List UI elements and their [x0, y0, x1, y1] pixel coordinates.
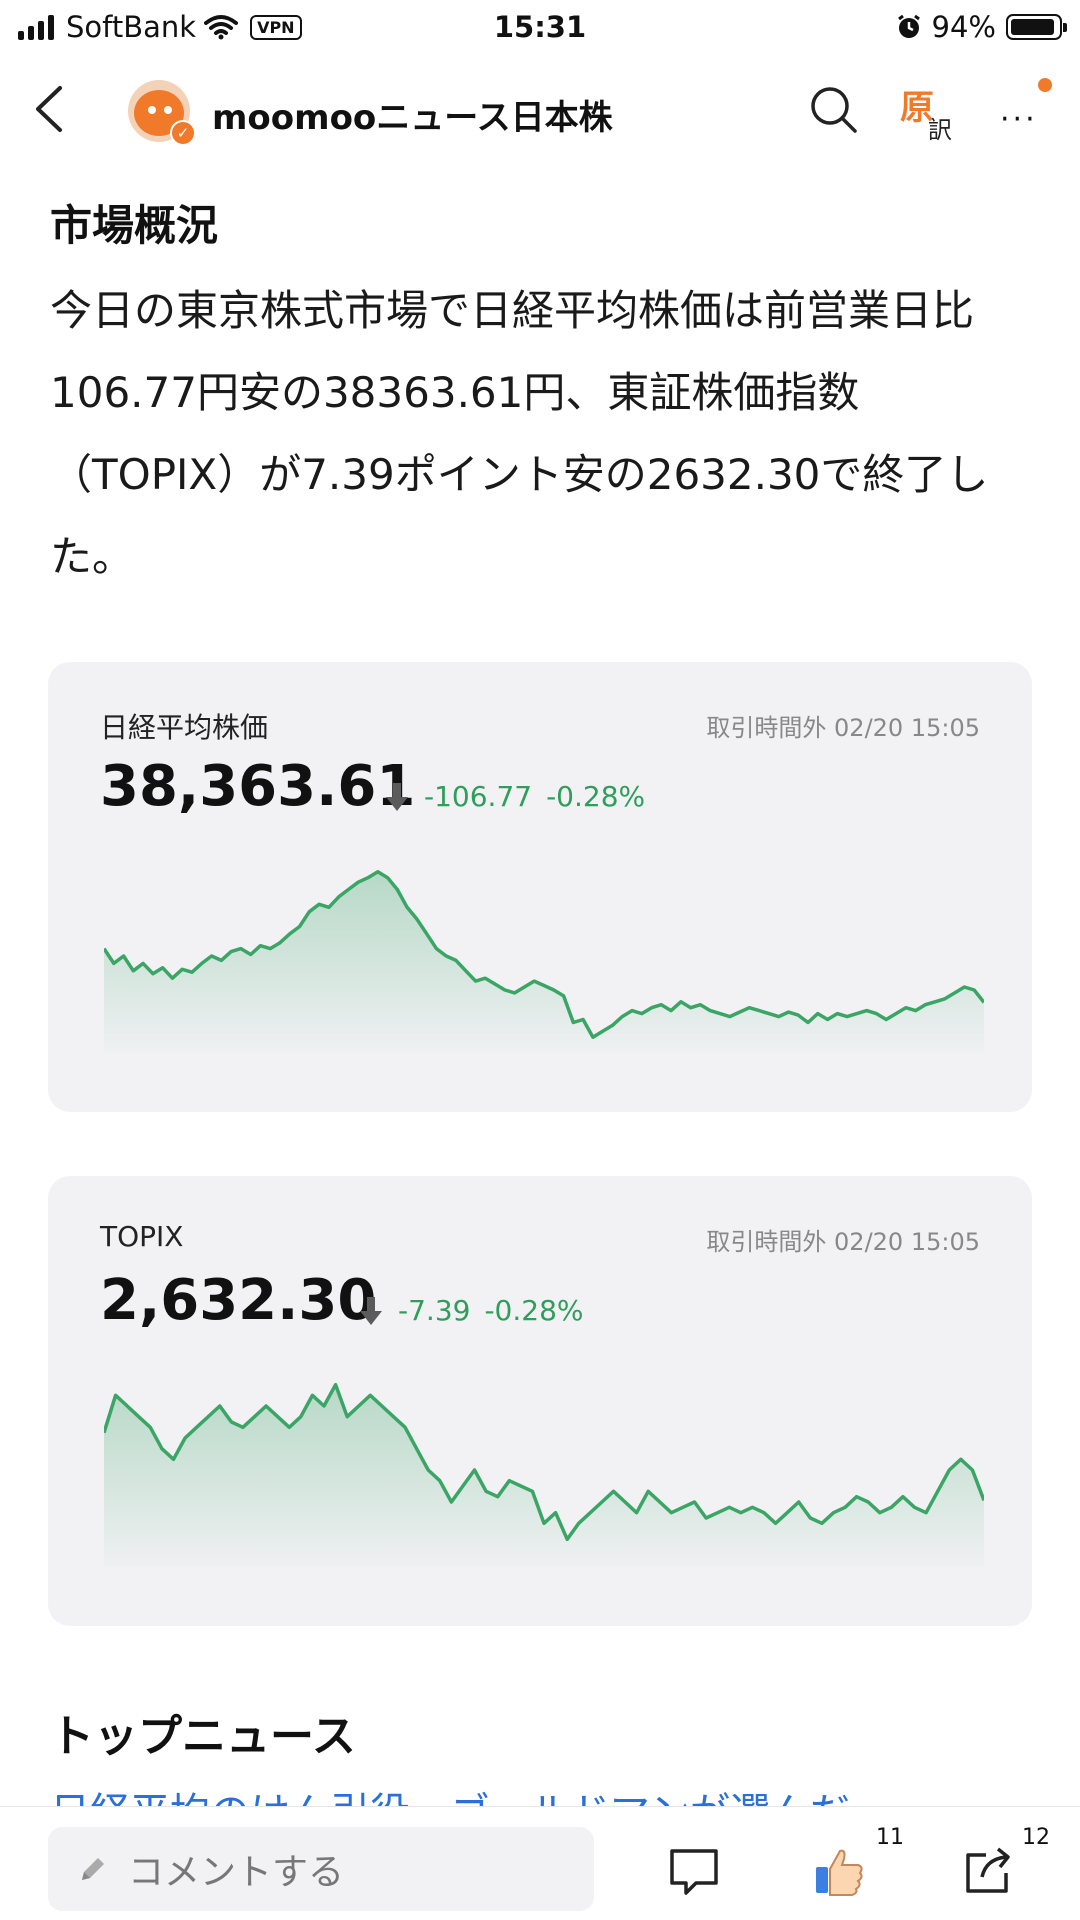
- index-card-topix[interactable]: TOPIX 取引時間外 02/20 15:05 2,632.30 -7.39 -…: [48, 1176, 1032, 1626]
- battery-fill: [1011, 19, 1055, 35]
- translate-original-label: 原: [900, 88, 934, 128]
- channel-avatar[interactable]: ✓: [128, 80, 196, 146]
- comment-input[interactable]: コメントする: [48, 1827, 594, 1911]
- chart-line: [104, 1382, 984, 1542]
- down-arrow-icon: [360, 1296, 382, 1325]
- index-name: TOPIX: [100, 1220, 184, 1253]
- battery-percent: 94%: [931, 10, 996, 44]
- index-name: 日経平均株価: [100, 711, 269, 744]
- index-card-nikkei[interactable]: 日経平均株価 取引時間外 02/20 15:05 38,363.61 -106.…: [48, 662, 1032, 1112]
- topix-intraday-chart: [104, 1382, 984, 1566]
- chart-line: [104, 870, 984, 1039]
- change-value: -7.39: [398, 1294, 471, 1327]
- channel-name[interactable]: moomooニュース日本株: [212, 98, 613, 138]
- verified-badge-icon: ✓: [170, 120, 196, 146]
- change-value: -106.77: [424, 780, 533, 813]
- like-count: 11: [876, 1825, 904, 1850]
- chart-area: [104, 871, 984, 1052]
- translate-button[interactable]: 原 訳: [900, 80, 960, 144]
- search-icon[interactable]: [808, 84, 860, 136]
- signal-icon: [18, 14, 54, 40]
- carrier-label: SoftBank: [66, 10, 197, 44]
- index-status-time: 取引時間外 02/20 15:05: [706, 714, 980, 742]
- down-arrow-icon: [386, 782, 408, 811]
- bottom-action-bar: コメントする 11 12: [0, 1806, 1080, 1920]
- index-change: -106.77 -0.28%: [384, 780, 645, 813]
- comment-placeholder: コメントする: [128, 1852, 345, 1893]
- article-paragraph: 今日の東京株式市場で日経平均株価は前営業日比106.77円安の38363.61円…: [50, 286, 989, 581]
- status-left: SoftBank VPN: [18, 10, 302, 44]
- status-time: 15:31: [493, 10, 587, 44]
- chart-area: [104, 1384, 984, 1566]
- vpn-badge: VPN: [250, 14, 302, 40]
- change-percent: -0.28%: [546, 780, 646, 813]
- pencil-icon: [82, 1858, 104, 1880]
- top-news-title: トップニュース: [50, 1711, 356, 1762]
- status-right: 94%: [896, 10, 1067, 44]
- status-bar: SoftBank VPN 15:31 94%: [0, 0, 1080, 54]
- wifi-icon: [204, 15, 239, 40]
- back-icon[interactable]: [30, 84, 70, 134]
- app-header: ✓ moomooニュース日本株 原 訳 ···: [0, 54, 1080, 164]
- index-change: -7.39 -0.28%: [358, 1294, 584, 1327]
- thumbs-up-icon[interactable]: [812, 1843, 868, 1899]
- section-title: 市場概況: [50, 201, 219, 250]
- notification-dot: [1038, 78, 1052, 92]
- battery-icon: [1006, 14, 1067, 40]
- more-options-button[interactable]: ···: [1000, 102, 1038, 137]
- comment-bubble-icon[interactable]: [666, 1843, 722, 1899]
- alarm-icon: [897, 14, 920, 38]
- index-status-time: 取引時間外 02/20 15:05: [706, 1228, 980, 1256]
- translate-sub-label: 訳: [928, 116, 952, 144]
- index-price: 2,632.30: [100, 1268, 377, 1333]
- change-percent: -0.28%: [484, 1294, 584, 1327]
- share-icon[interactable]: [960, 1843, 1016, 1899]
- index-price: 38,363.61: [100, 754, 416, 819]
- share-count: 12: [1022, 1825, 1050, 1850]
- nikkei-intraday-chart: [104, 870, 984, 1052]
